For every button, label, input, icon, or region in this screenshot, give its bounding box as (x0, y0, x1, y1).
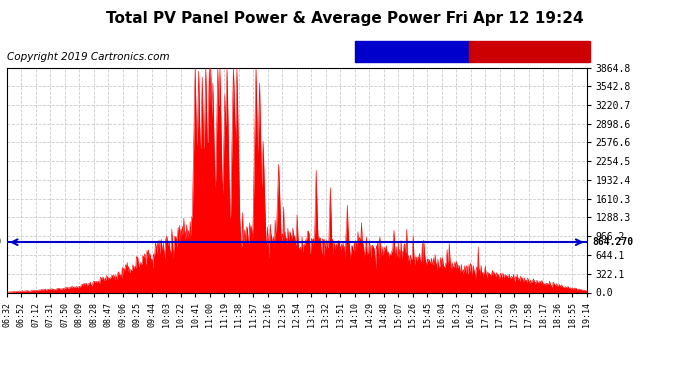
Text: 864.270: 864.270 (593, 237, 634, 247)
Text: Copyright 2019 Cartronics.com: Copyright 2019 Cartronics.com (7, 53, 170, 63)
Text: PV Panels (DC Watts): PV Panels (DC Watts) (471, 47, 589, 57)
Text: Average (DC Watts): Average (DC Watts) (359, 47, 465, 57)
Text: 864.270: 864.270 (0, 237, 1, 247)
Text: Total PV Panel Power & Average Power Fri Apr 12 19:24: Total PV Panel Power & Average Power Fri… (106, 11, 584, 26)
